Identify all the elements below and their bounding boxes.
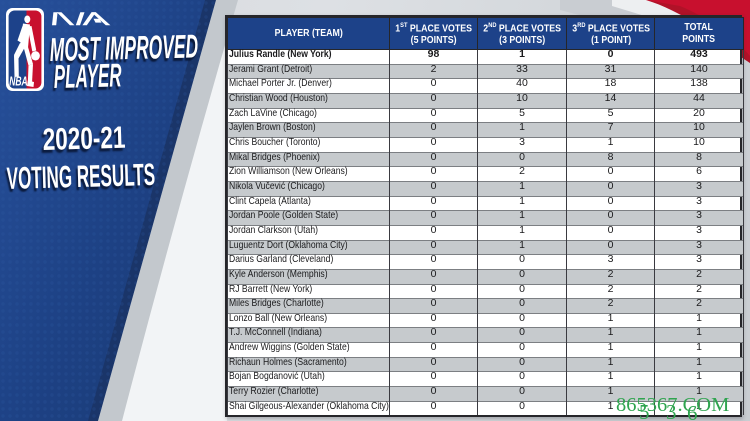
svg-text:NBA: NBA: [9, 74, 28, 89]
